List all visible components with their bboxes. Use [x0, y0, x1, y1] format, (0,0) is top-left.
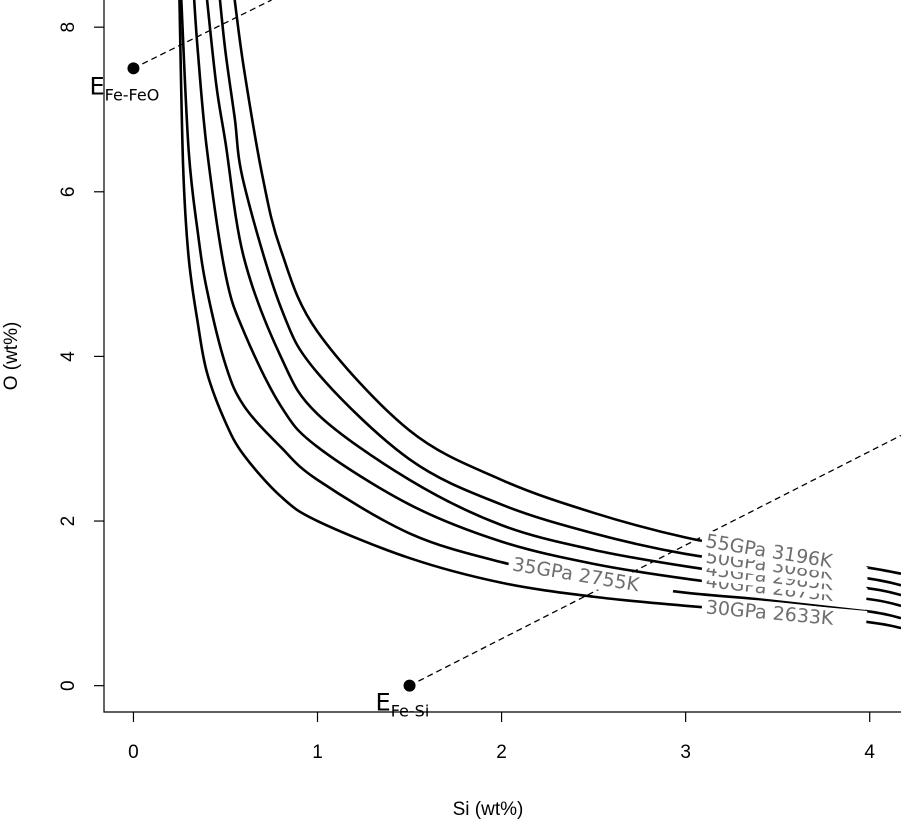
- x-tick-label: 3: [680, 742, 691, 763]
- contour-label-background: [506, 552, 675, 602]
- y-tick-label: 6: [58, 186, 79, 197]
- x-tick-label: 1: [312, 742, 323, 763]
- y-tick-label: 4: [58, 351, 79, 362]
- x-tick-label: 0: [128, 742, 139, 763]
- contour-line: [178, 0, 901, 630]
- y-tick-label: 2: [58, 516, 79, 527]
- y-tick-label: 0: [58, 680, 79, 691]
- eutectic-dashed-line: [133, 0, 272, 69]
- axes: 0 1 2 3 4 0 2 4 6 8: [58, 0, 901, 763]
- x-tick-label: 4: [864, 742, 875, 763]
- y-axis-title: O (wt%): [1, 322, 22, 391]
- contour-label-background: [700, 529, 869, 579]
- axis-frame: [103, 0, 901, 713]
- contour-line: [180, 0, 901, 620]
- contour-line: [205, 0, 901, 597]
- eutectic-point: [403, 679, 416, 692]
- y-tick-label: 8: [58, 22, 79, 33]
- contour-label-background: [700, 596, 868, 633]
- eutectic-points: EFe-FeO EFe-Si: [89, 62, 430, 721]
- eutectic-point: [127, 62, 140, 75]
- contour-line: [218, 0, 901, 587]
- contour-line: [233, 0, 901, 575]
- eutectic-label: EFe-Si: [376, 689, 430, 721]
- x-axis-title: Si (wt%): [453, 799, 524, 820]
- contour-curves: [178, 0, 901, 630]
- eutectic-label: EFe-FeO: [89, 72, 159, 104]
- x-tick-label: 2: [496, 742, 507, 763]
